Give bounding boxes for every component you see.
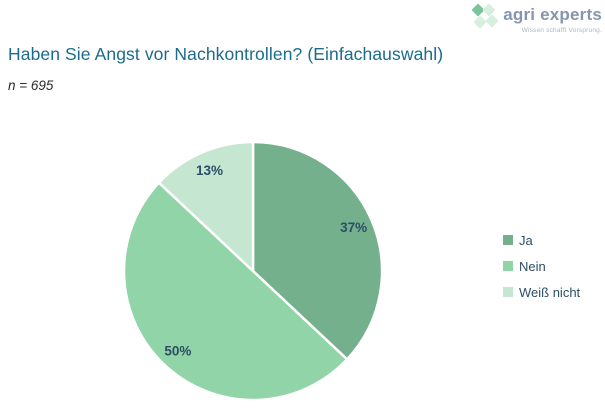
legend-label-nein: Nein [519,258,546,274]
logo-diamond-light-2 [473,15,487,29]
pie-label-nein: 50% [164,343,191,358]
pie-slice-wei-nicht [157,140,255,273]
legend-item-nein: Nein [503,258,580,274]
pie-label-wei-nicht: 13% [196,163,223,178]
logo: agri experts Wissen schafft Vorsprung. [471,3,602,38]
logo-text-block: agri experts Wissen schafft Vorsprung. [503,3,602,34]
legend-label-weiss-nicht: Weiß nicht [519,284,581,300]
logo-tagline: Wissen schafft Vorsprung. [521,27,602,34]
pie-chart-container: 37% 50% 13% [122,140,384,402]
logo-diamond-light-3 [485,14,499,28]
logo-diamond-dark [471,3,485,17]
legend-label-ja: Ja [519,232,533,248]
legend-item-ja: Ja [503,232,580,248]
pie-slice-nein [122,181,349,402]
pie-chart: 37% 50% 13% [122,140,384,402]
logo-diamond-light-1 [482,3,496,17]
clover-diamonds-icon [471,3,500,38]
pie-slice-ja [251,140,384,361]
legend: Ja Nein Weiß nicht [503,232,581,300]
legend-swatch-weiss-nicht [503,287,513,297]
legend-item-weiss-nicht: Weiß nicht [503,284,581,300]
legend-swatch-nein [503,261,513,271]
sample-size: n = 695 [8,78,54,93]
legend-swatch-ja [503,235,513,245]
pie-label-ja: 37% [340,220,367,235]
chart-title: Haben Sie Angst vor Nachkontrollen? (Ein… [8,44,444,64]
logo-name: agri experts [503,5,602,24]
